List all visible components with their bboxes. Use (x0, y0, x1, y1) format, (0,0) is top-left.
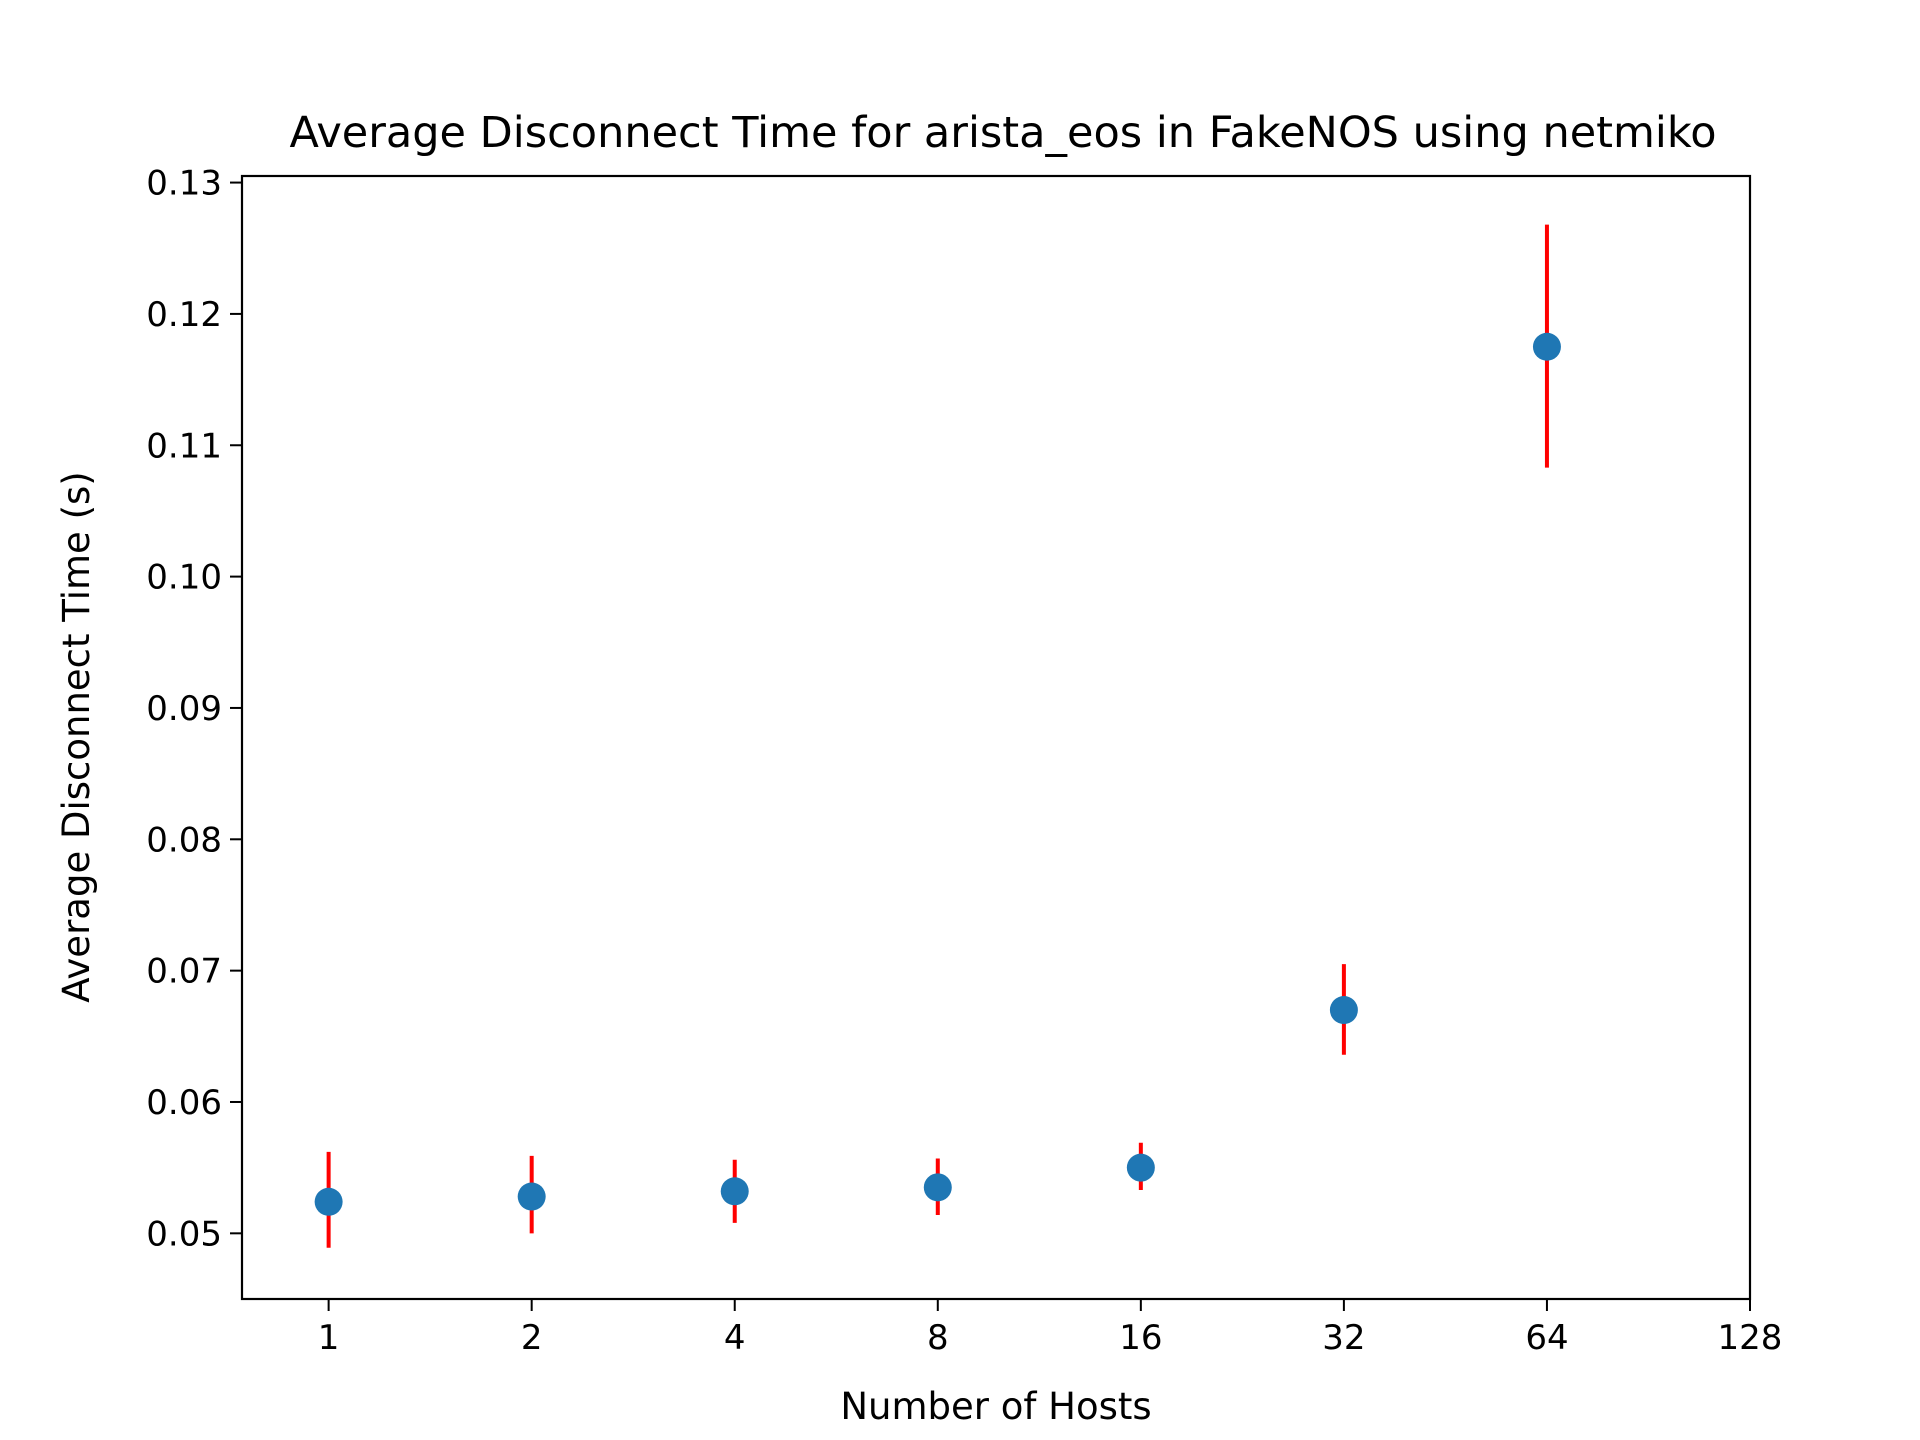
data-point (314, 1187, 343, 1216)
x-axis-label: Number of Hosts (840, 1385, 1151, 1428)
x-tick-label: 128 (1718, 1318, 1783, 1358)
x-tick-label: 2 (521, 1318, 543, 1358)
x-tick-label: 4 (724, 1318, 746, 1358)
axes-frame (240, 174, 1752, 1301)
data-point (1532, 332, 1561, 361)
y-tick-label: 0.12 (146, 295, 222, 335)
y-tick-label: 0.13 (146, 164, 222, 204)
y-tick-label: 0.06 (146, 1083, 222, 1123)
data-point (720, 1177, 749, 1206)
y-tick-label: 0.10 (146, 558, 222, 598)
x-tick-label: 64 (1525, 1318, 1568, 1358)
data-point (1329, 996, 1358, 1025)
data-point (517, 1182, 546, 1211)
data-point (923, 1173, 952, 1202)
y-tick-label: 0.09 (146, 689, 222, 729)
y-tick-label: 0.11 (146, 426, 222, 466)
plot-area: 1 2 4 8 16 32 64 128 0.05 0.06 0.07 0.08 0.09 0.10 0.1… (146, 164, 1782, 1358)
x-tick-label: 16 (1119, 1318, 1162, 1358)
y-tick-label: 0.05 (146, 1214, 222, 1254)
x-tick-label: 1 (318, 1318, 340, 1358)
x-tick-label: 32 (1322, 1318, 1365, 1358)
data-point (1126, 1153, 1155, 1182)
chart-title: Average Disconnect Time for arista_eos i… (289, 108, 1716, 158)
y-tick-label: 0.08 (146, 820, 222, 860)
x-tick-label: 8 (927, 1318, 949, 1358)
y-tick-label: 0.07 (146, 952, 222, 992)
y-axis-label: Average Disconnect Time (s) (55, 471, 98, 1002)
